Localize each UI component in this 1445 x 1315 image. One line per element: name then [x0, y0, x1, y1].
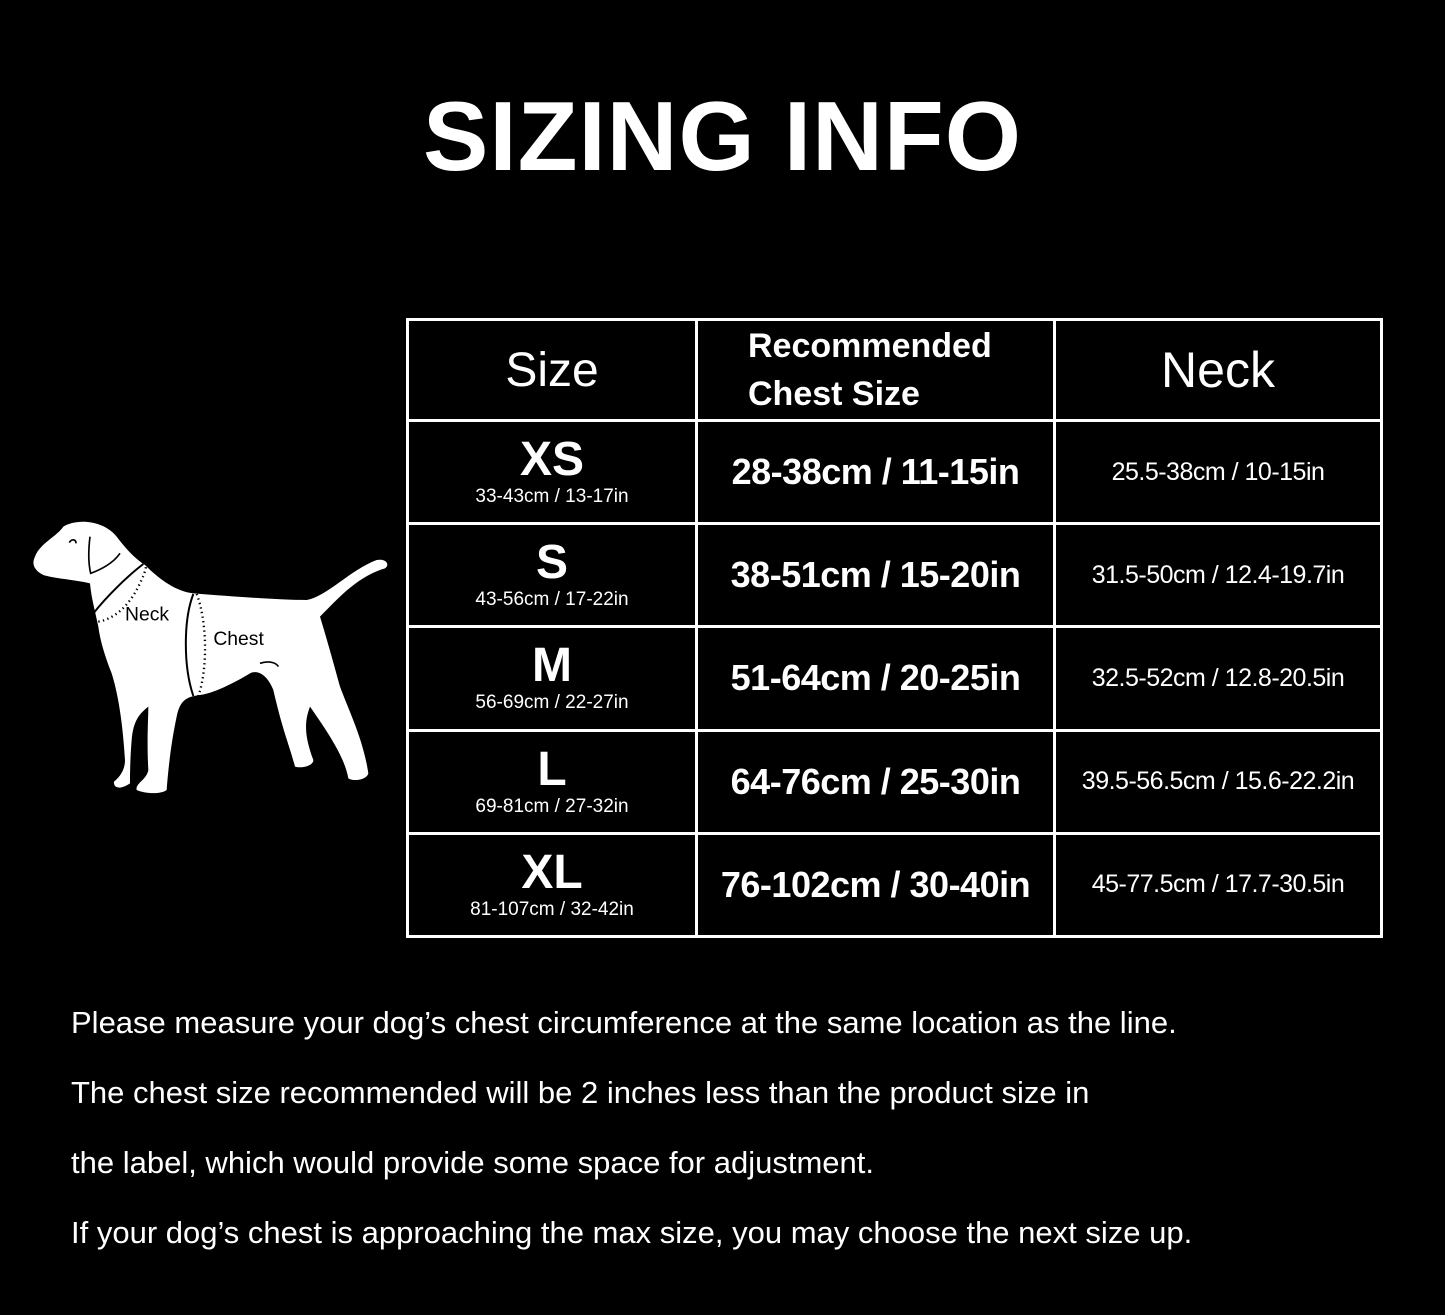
header-chest: Recommended Chest Size	[695, 318, 1056, 422]
note-line: The chest size recommended will be 2 inc…	[71, 1075, 1090, 1110]
note-line: Please measure your dog’s chest circumfe…	[71, 1005, 1177, 1040]
product-size: 81-107cm / 32-42in	[470, 898, 634, 920]
chest-cell: 64-76cm / 25-30in	[695, 728, 1056, 835]
neck-cell: 25.5-38cm / 10-15in	[1053, 418, 1383, 526]
product-size: 69-81cm / 27-32in	[475, 795, 629, 817]
size-cell: S 43-56cm / 17-22in	[406, 522, 698, 629]
neck-cell: 39.5-56.5cm / 15.6-22.2in	[1053, 728, 1383, 835]
chest-dotted-line	[195, 593, 207, 697]
size-label: S	[535, 536, 568, 590]
page-title: SIZING INFO	[423, 81, 1022, 191]
chest-cell: 76-102cm / 30-40in	[695, 831, 1056, 939]
table-header-row: Size Recommended Chest Size Neck	[406, 318, 1383, 422]
table-row: XL 81-107cm / 32-42in 76-102cm / 30-40in …	[406, 831, 1383, 939]
size-chart-table: Size Recommended Chest Size Neck XS 33-43…	[406, 318, 1383, 939]
chest-solid-line	[184, 593, 195, 697]
header-chest-line2: Chest Size	[748, 375, 920, 413]
neck-cell: 45-77.5cm / 17.7-30.5in	[1053, 831, 1383, 939]
dog-silhouette	[33, 521, 388, 794]
product-size: 56-69cm / 22-27in	[475, 692, 629, 714]
dog-measurement-diagram: Neck Chest	[33, 521, 388, 794]
chest-cell: 28-38cm / 11-15in	[695, 418, 1056, 526]
table-row: M 56-69cm / 22-27in 51-64cm / 20-25in 32.…	[406, 625, 1383, 732]
size-cell: M 56-69cm / 22-27in	[406, 625, 698, 732]
measurement-notes: Please measure your dog’s chest circumfe…	[71, 1000, 1192, 1280]
neck-cell: 31.5-50cm / 12.4-19.7in	[1053, 522, 1383, 629]
eye-icon	[68, 539, 77, 544]
product-size: 43-56cm / 17-22in	[475, 589, 629, 611]
header-size: Size	[406, 318, 698, 422]
neck-solid-line	[92, 563, 144, 614]
neck-label: Neck	[125, 605, 169, 626]
table-row: L 69-81cm / 27-32in 64-76cm / 25-30in 39.…	[406, 728, 1383, 835]
chest-label: Chest	[213, 629, 264, 650]
belly-line	[259, 661, 280, 668]
size-label: M	[532, 639, 572, 693]
size-cell: XS 33-43cm / 13-17in	[406, 418, 698, 526]
product-size: 33-43cm / 13-17in	[475, 486, 629, 508]
size-cell: L 69-81cm / 27-32in	[406, 728, 698, 835]
chest-cell: 51-64cm / 20-25in	[695, 625, 1056, 732]
size-cell: XL 81-107cm / 32-42in	[406, 831, 698, 939]
table-row: XS 33-43cm / 13-17in 28-38cm / 11-15in 25…	[406, 418, 1383, 526]
chest-cell: 38-51cm / 15-20in	[695, 522, 1056, 629]
size-label: XS	[519, 433, 585, 487]
size-label: L	[537, 742, 567, 796]
table-row: S 43-56cm / 17-22in 38-51cm / 15-20in 31.…	[406, 522, 1383, 629]
note-line: the label, which would provide some spac…	[71, 1145, 874, 1180]
neck-cell: 32.5-52cm / 12.8-20.5in	[1053, 625, 1383, 732]
note-line: If your dog’s chest is approaching the m…	[71, 1215, 1193, 1250]
ear-line	[88, 536, 121, 575]
header-neck: Neck	[1053, 318, 1383, 422]
header-chest-line1: Recommended	[748, 327, 992, 365]
size-label: XL	[521, 845, 583, 899]
